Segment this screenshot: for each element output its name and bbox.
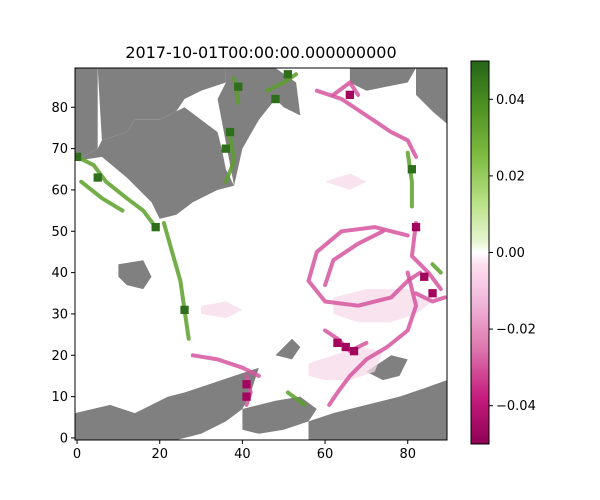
negative-line-2 — [409, 221, 443, 292]
strong-positive-cell-1 — [225, 127, 235, 137]
negative-patch-2 — [201, 301, 243, 319]
negative-patch-0 — [308, 347, 383, 381]
x-tick-label-2: 40 — [234, 447, 251, 462]
y-tick-label-4: 40 — [51, 266, 68, 281]
strong-positive-cell-8 — [180, 305, 189, 314]
colorbar-gradient — [470, 60, 490, 445]
positive-line-1 — [79, 179, 125, 213]
positive-line-0 — [75, 154, 158, 230]
land-region-9 — [308, 380, 447, 440]
strong-positive-cell-5 — [75, 152, 82, 161]
strong-negative-cell-7 — [345, 90, 354, 99]
colorbar-tick-label-4: −0.04 — [496, 399, 536, 414]
x-axis: 0 20 40 60 80 — [73, 440, 416, 462]
y-axis: 0 10 20 30 40 50 60 70 80 — [51, 101, 75, 446]
negative-patch-1 — [333, 289, 433, 323]
land-mask — [75, 68, 447, 440]
land-region-8 — [242, 396, 317, 434]
x-tick-label-0: 0 — [73, 447, 81, 462]
colorbar-tick-label-2: 0.00 — [496, 246, 525, 261]
strong-negative-cell-5 — [428, 289, 437, 298]
chart-title: 2017-10-01T00:00:00.000000000 — [125, 43, 396, 62]
y-tick-label-0: 0 — [60, 431, 68, 446]
y-tick-label-2: 20 — [51, 349, 68, 364]
land-region-6 — [118, 260, 152, 290]
strong-negative-cell-3 — [242, 380, 251, 389]
strong-negative-cell-1 — [341, 342, 350, 352]
land-region-2 — [75, 107, 235, 219]
strong-negative-cell-8 — [411, 223, 421, 232]
colorbar: 0.04 0.02 0.00 −0.02 −0.04 — [470, 60, 536, 445]
y-tick-label-6: 60 — [51, 183, 68, 198]
land-region-1 — [97, 68, 226, 141]
land-region-10 — [275, 338, 301, 360]
positive-line-8 — [430, 262, 443, 275]
land-region-0 — [75, 68, 98, 161]
strong-negative-cell-2 — [349, 347, 359, 356]
y-tick-label-5: 50 — [51, 225, 68, 240]
positive-line-6 — [405, 150, 414, 209]
x-tick-label-1: 20 — [151, 447, 168, 462]
strong-positive-cell-9 — [407, 165, 416, 174]
strong-positive-cell-0 — [234, 82, 243, 91]
negative-line-4 — [323, 229, 385, 287]
y-tick-label-8: 80 — [51, 101, 68, 116]
strong-negative-cell-0 — [333, 338, 342, 347]
colorbar-tick-label-1: 0.02 — [496, 169, 525, 184]
negative-line-1 — [331, 80, 361, 97]
negative-anomaly-lines — [190, 80, 447, 407]
anomaly-spots — [75, 70, 437, 401]
land-region-11 — [366, 355, 408, 381]
negative-line-9 — [414, 291, 447, 304]
positive-line-7 — [285, 390, 307, 407]
colorbar-tick-label-0: 0.04 — [496, 93, 525, 108]
x-tick-label-4: 80 — [399, 447, 416, 462]
positive-line-3 — [223, 134, 237, 184]
strong-positive-cell-4 — [283, 70, 292, 79]
negative-line-0 — [314, 88, 418, 159]
strong-positive-cell-3 — [271, 94, 280, 104]
strong-negative-cell-4 — [242, 392, 251, 401]
land-region-5 — [416, 68, 447, 124]
negative-line-5 — [327, 270, 418, 407]
plot-frame — [74, 67, 448, 441]
land-region-7 — [75, 367, 259, 440]
y-tick-label-3: 30 — [51, 307, 68, 322]
negative-line-7 — [190, 353, 261, 378]
colorbar-tick-label-3: −0.02 — [496, 323, 536, 338]
y-tick-label-1: 10 — [51, 390, 68, 405]
strong-positive-cell-7 — [151, 223, 160, 232]
negative-patch-3 — [325, 173, 367, 190]
strong-negative-cell-6 — [420, 272, 429, 281]
negative-line-3 — [306, 225, 423, 308]
y-tick-label-7: 70 — [51, 142, 68, 157]
strong-positive-cell-2 — [221, 144, 230, 153]
land-region-4 — [349, 68, 416, 91]
plot-area — [75, 68, 447, 440]
x-tick-label-3: 60 — [317, 447, 334, 462]
colorbar-ticks: 0.04 0.02 0.00 −0.02 −0.04 — [489, 93, 536, 414]
negative-patches — [201, 173, 433, 381]
strong-positive-cell-6 — [93, 173, 102, 182]
positive-line-2 — [161, 221, 191, 341]
